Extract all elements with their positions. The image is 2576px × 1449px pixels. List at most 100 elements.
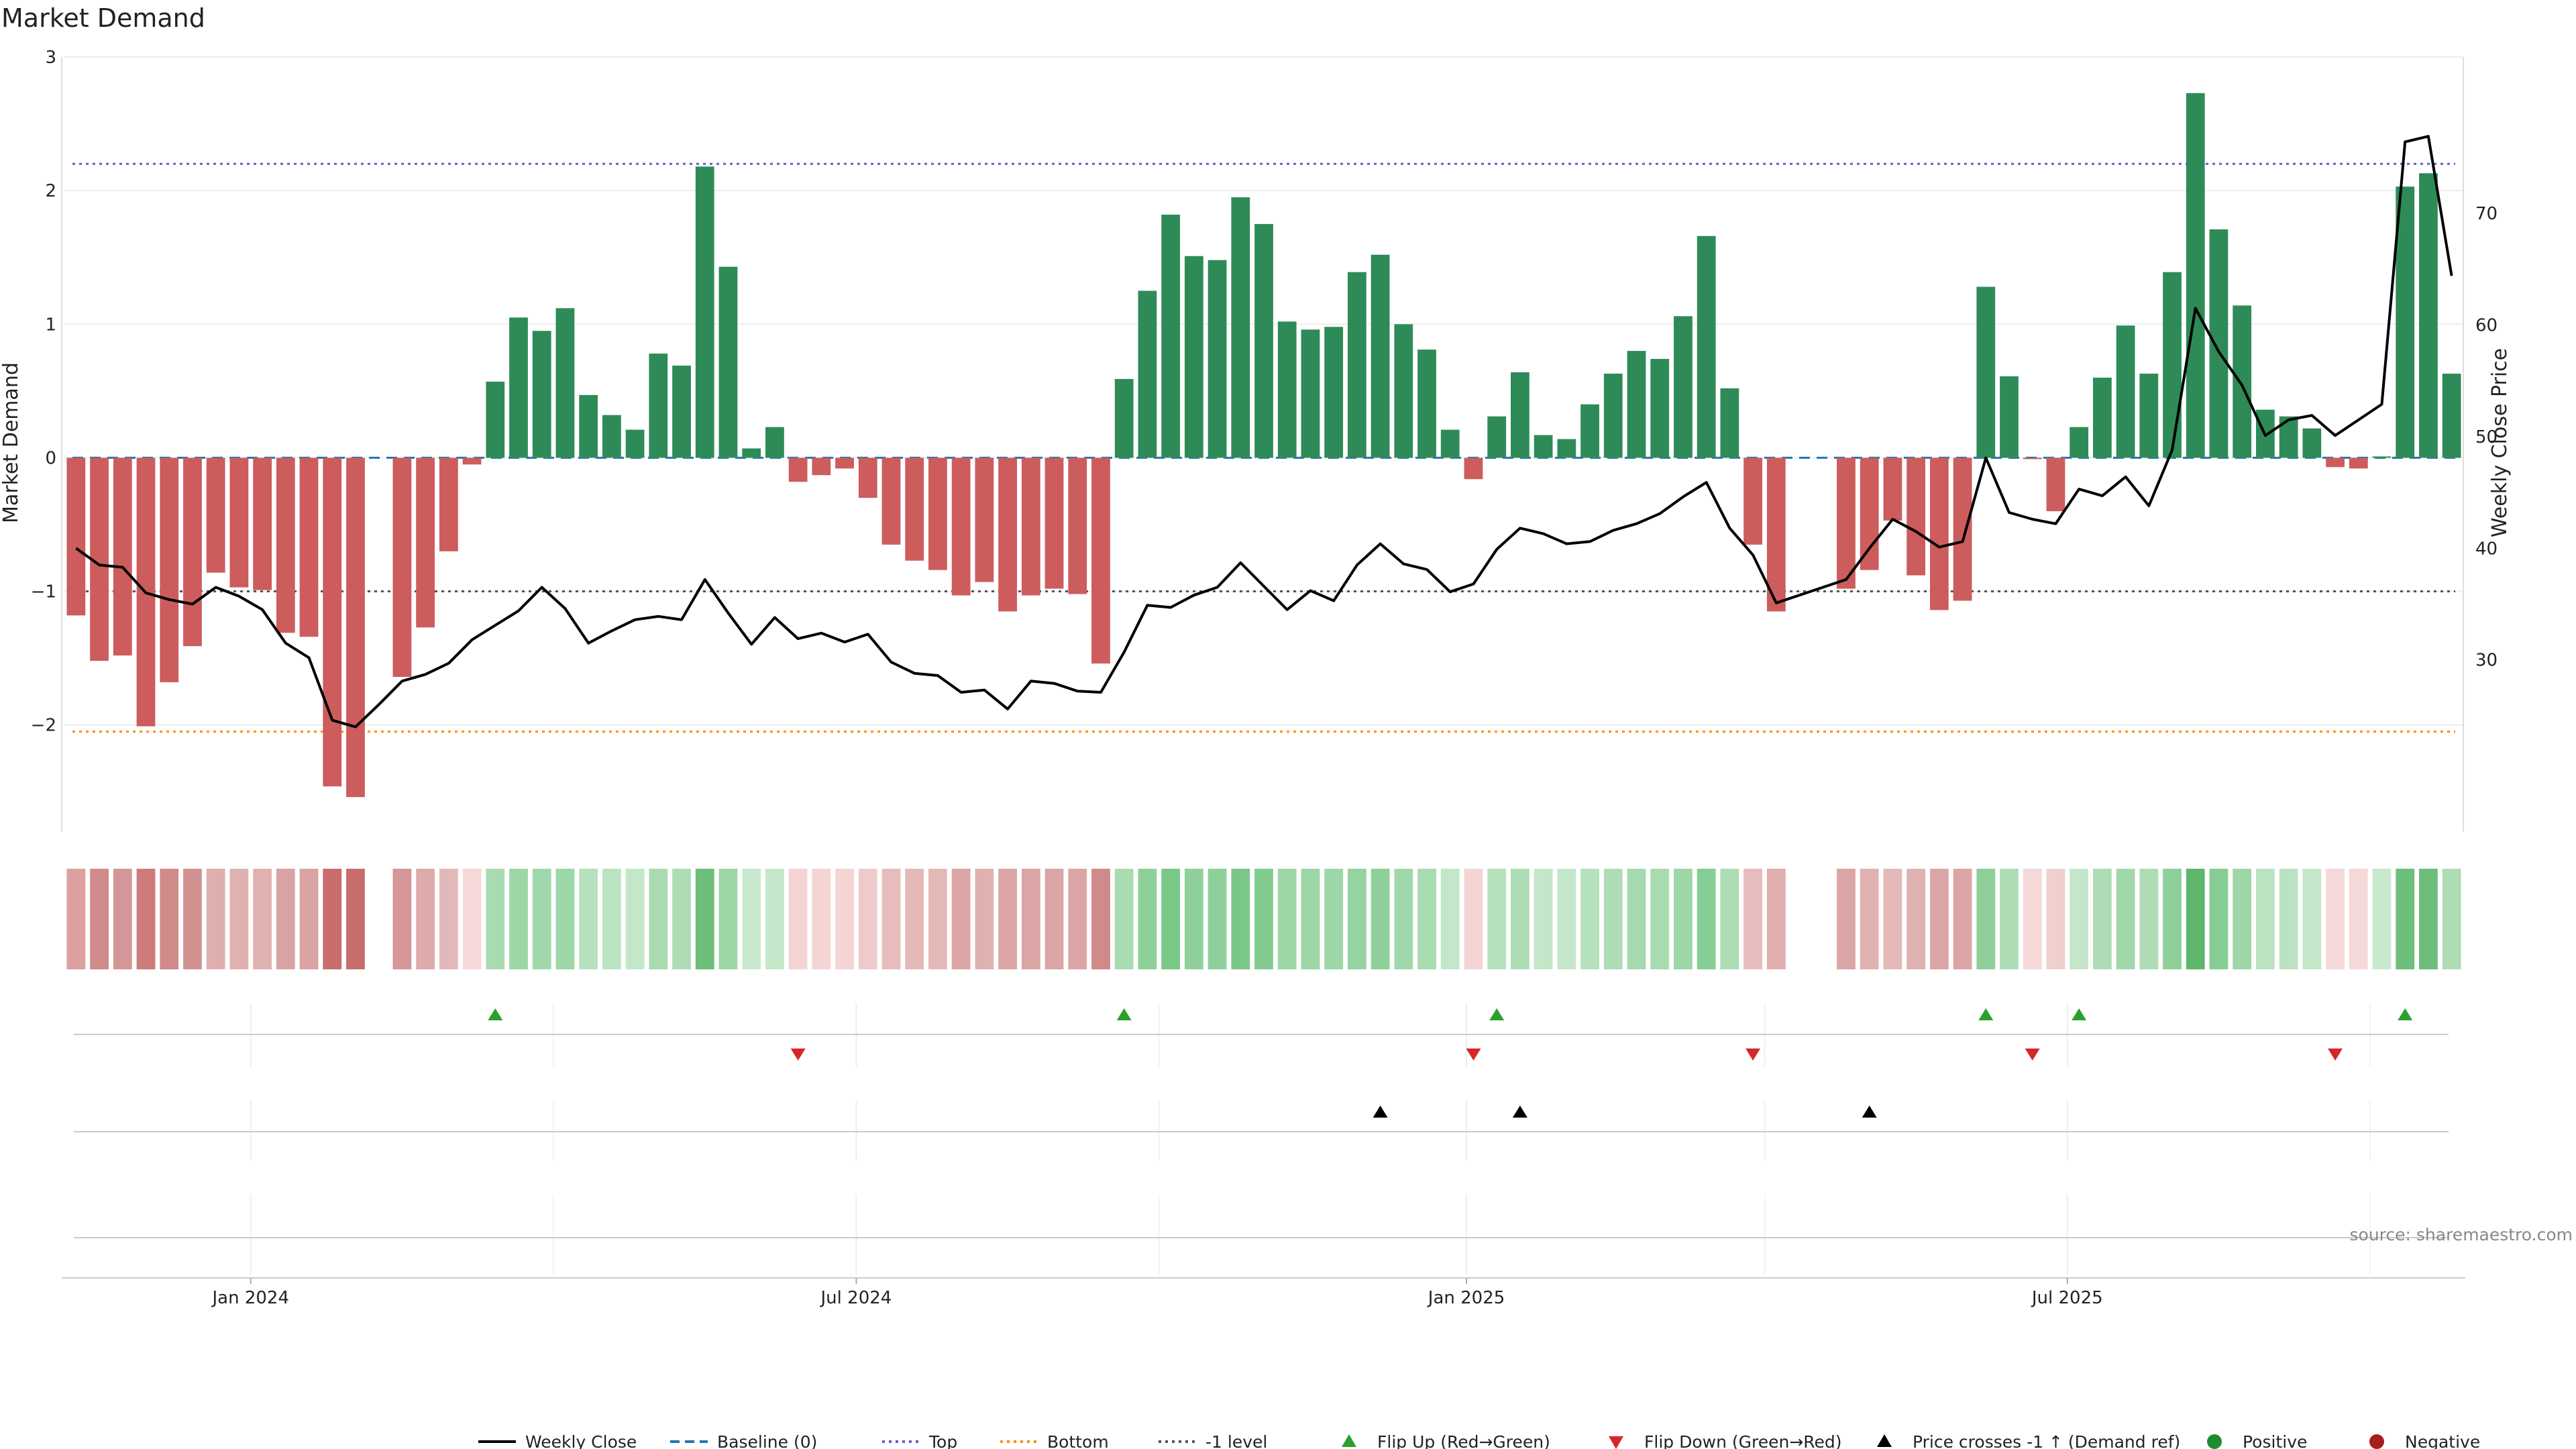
- strip-cell: [2186, 869, 2205, 969]
- demand-bar-positive: [1697, 235, 1716, 458]
- demand-bar-positive: [1301, 329, 1320, 458]
- strip-cell: [276, 869, 295, 969]
- demand-bar-positive: [509, 317, 528, 458]
- demand-bar-positive: [718, 266, 738, 458]
- demand-bar-positive: [1417, 350, 1436, 458]
- demand-bar-negative: [2046, 458, 2065, 512]
- demand-bar-negative: [66, 458, 86, 616]
- strip-cell: [323, 869, 342, 969]
- strip-cell: [1837, 869, 1856, 969]
- strip-cell: [486, 869, 505, 969]
- legend-label: Weekly Close: [525, 1432, 637, 1449]
- strip-cell: [2046, 869, 2065, 969]
- source-label: source: sharemaestro.com: [2350, 1225, 2573, 1244]
- demand-bar-positive: [695, 166, 714, 458]
- demand-bar-negative: [1929, 458, 1949, 610]
- demand-bar-negative: [1068, 458, 1087, 594]
- strip-cell: [951, 869, 971, 969]
- strip-cell: [1674, 869, 1693, 969]
- demand-bar-positive: [1254, 223, 1273, 458]
- price-line-layer: [75, 135, 2453, 729]
- strip-cell: [649, 869, 668, 969]
- strip-cell: [975, 869, 994, 969]
- demand-bar-positive: [532, 331, 551, 458]
- demand-bar-positive: [1674, 316, 1693, 458]
- y2-tick-label: 70: [2475, 204, 2498, 224]
- right-y-axis: 70 60 50 40 30: [2463, 57, 2498, 832]
- demand-bar-negative: [2023, 458, 2042, 460]
- legend-item: Bottom: [1000, 1432, 1109, 1449]
- strip-cell: [1883, 869, 1902, 969]
- demand-bar-positive: [2302, 428, 2322, 458]
- demand-bar-positive: [555, 308, 575, 458]
- strip-cell: [2349, 869, 2368, 969]
- legend-label: Flip Down (Green→Red): [1644, 1432, 1842, 1449]
- demand-bar-negative: [998, 458, 1017, 612]
- strip-cell: [1557, 869, 1576, 969]
- strip-cell: [1301, 869, 1320, 969]
- y-tick-label: 3: [45, 48, 56, 68]
- strip-cell: [1929, 869, 1949, 969]
- demand-bars: [66, 93, 2461, 798]
- strip-cell: [2396, 869, 2415, 969]
- demand-color-strip: [66, 869, 2461, 969]
- strip-cell: [1976, 869, 1996, 969]
- demand-bar-positive: [2419, 173, 2438, 458]
- flip-down-marker: [2328, 1049, 2343, 1061]
- demand-bar-positive: [1208, 260, 1227, 458]
- strip-cell: [812, 869, 831, 969]
- flip-up-marker: [1116, 1008, 1132, 1020]
- strip-cell: [1417, 869, 1436, 969]
- demand-bar-positive: [1114, 378, 1134, 458]
- strip-cell: [113, 869, 132, 969]
- demand-bar-negative: [1021, 458, 1040, 596]
- legend-swatch-triangle-down: [1609, 1436, 1623, 1449]
- strip-cell: [625, 869, 645, 969]
- demand-bar-negative: [1464, 458, 1483, 480]
- demand-bar-negative: [1091, 458, 1110, 664]
- legend-label: Positive: [2243, 1432, 2307, 1449]
- demand-bar-negative: [206, 458, 225, 573]
- y2-tick-label: 60: [2475, 315, 2498, 335]
- demand-bar-positive: [1161, 214, 1181, 458]
- strip-cell: [1021, 869, 1040, 969]
- y2-tick-label: 40: [2475, 539, 2498, 559]
- demand-bar-positive: [765, 427, 784, 458]
- legend-item: Flip Up (Red→Green): [1342, 1432, 1550, 1449]
- strip-cell: [462, 869, 482, 969]
- strip-cell: [579, 869, 598, 969]
- strip-cell: [602, 869, 621, 969]
- strip-cell: [509, 869, 528, 969]
- demand-bar-positive: [1720, 388, 1739, 458]
- y2-axis-label: Weekly Close Price: [2488, 348, 2512, 537]
- demand-bar-positive: [672, 366, 691, 458]
- demand-bar-positive: [1976, 286, 1996, 458]
- x-tick-label: Jul 2025: [2031, 1288, 2103, 1308]
- strip-cell: [183, 869, 202, 969]
- demand-bar-negative: [1860, 458, 1879, 570]
- demand-bar-negative: [392, 458, 412, 677]
- legend-item: Negative: [2369, 1432, 2480, 1449]
- demand-bar-negative: [975, 458, 994, 582]
- strip-cell: [2372, 869, 2392, 969]
- strip-cell: [2442, 869, 2461, 969]
- demand-bar-positive: [1394, 324, 1413, 458]
- strip-cell: [1138, 869, 1157, 969]
- demand-bar-positive: [742, 448, 761, 458]
- price-cross-panel: [74, 1100, 2449, 1161]
- legend-swatch-triangle-up: [1342, 1434, 1356, 1447]
- strip-cell: [1743, 869, 1762, 969]
- demand-bar-positive: [1534, 435, 1553, 458]
- demand-bar-negative: [1743, 458, 1762, 545]
- strip-cell: [253, 869, 272, 969]
- y-tick-label: −1: [31, 582, 56, 602]
- strip-cell: [881, 869, 901, 969]
- demand-bar-negative: [229, 458, 249, 588]
- left-y-axis: 3 2 1 0 −1 −2: [31, 48, 62, 832]
- demand-bar-positive: [2233, 305, 2252, 458]
- demand-bar-positive: [1184, 256, 1203, 458]
- legend-swatch-triangle-up: [1877, 1434, 1892, 1447]
- demand-bar-negative: [812, 458, 831, 476]
- demand-bar-positive: [2000, 376, 2019, 458]
- chart-title: Market Demand: [1, 3, 205, 33]
